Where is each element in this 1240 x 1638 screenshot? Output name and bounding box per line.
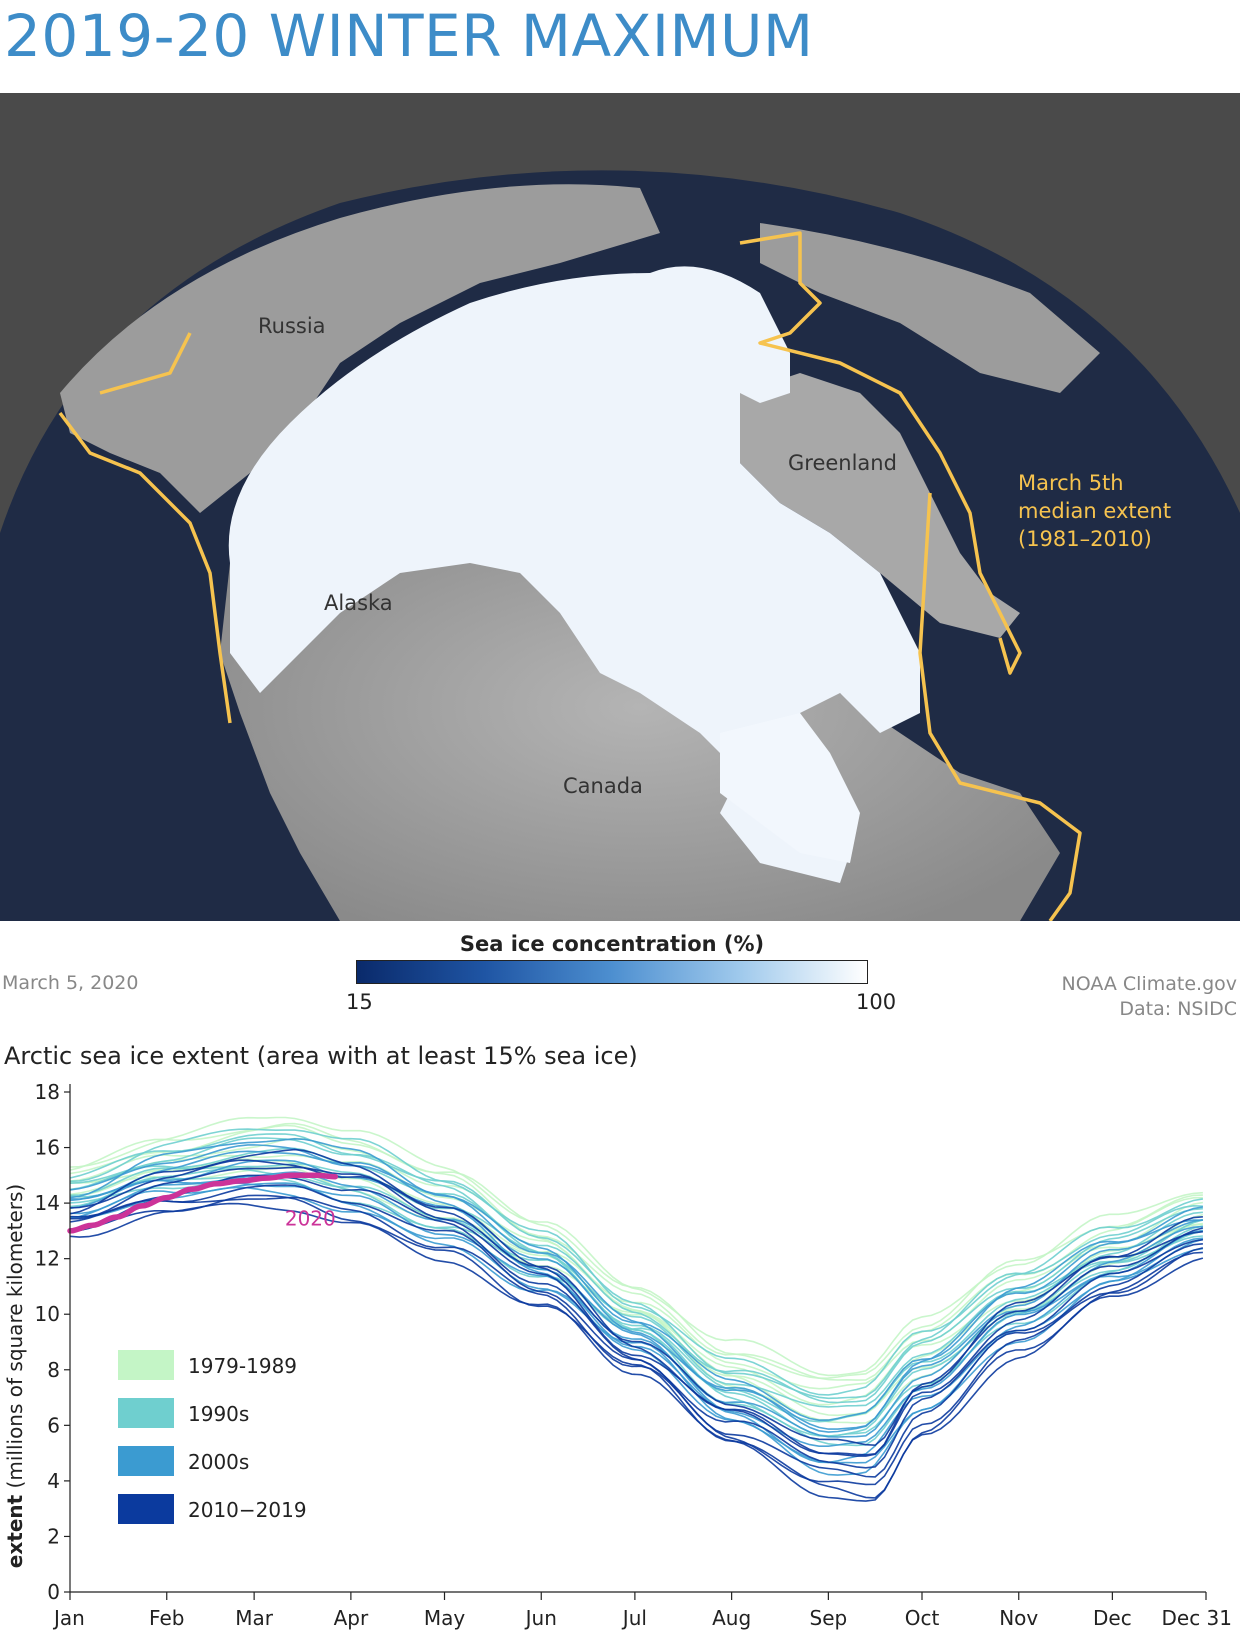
line-1990s-6 — [69, 1173, 1204, 1437]
arctic-map: Russia Greenland Alaska Canada March 5th… — [0, 93, 1240, 921]
y-axis-label-text: extent (millions of square kilometers) — [3, 1184, 27, 1568]
land-greenland — [740, 373, 1020, 638]
x-tick-label-Dec: Dec — [1093, 1606, 1132, 1630]
credit-block: NOAA Climate.gov Data: NSIDC — [1062, 972, 1237, 1022]
colorbar-max: 100 — [856, 990, 897, 1014]
credit-text: NOAA Climate.gov — [1061, 973, 1237, 995]
line-2010-2019-3 — [69, 1174, 1204, 1469]
line-2010-2019-1 — [69, 1196, 1204, 1486]
chart-title: Arctic sea ice extent (area with at leas… — [4, 1042, 638, 1070]
legend-label-1: 1990s — [188, 1402, 249, 1426]
x-tick-label-Sep: Sep — [810, 1606, 848, 1630]
x-tick-label-Jan: Jan — [52, 1606, 85, 1630]
legend: 1979-1989 1990s 2000s 2010−2019 — [118, 1350, 307, 1524]
y-tick-label-0: 0 — [47, 1580, 60, 1604]
median-label-line-2: median extent — [1018, 499, 1171, 523]
legend-swatch-1 — [118, 1398, 174, 1428]
line-1979-1989-5 — [69, 1116, 1203, 1377]
line-2010-2019-4 — [70, 1166, 1204, 1456]
x-tick-label-Apr: Apr — [334, 1606, 369, 1630]
line-1990s-2 — [69, 1162, 1204, 1423]
map-label-alaska: Alaska — [324, 591, 393, 615]
colorbar — [356, 960, 868, 984]
axes: 0 2 4 6 8 10 12 14 16 18 Jan Feb Mar Apr May Jun Jul Aug S… — [35, 1080, 1232, 1630]
series-2020: 2020 — [67, 1172, 339, 1234]
map-label-canada: Canada — [563, 774, 643, 798]
x-tick-label-Jun: Jun — [524, 1606, 557, 1630]
line-2020 — [67, 1172, 339, 1234]
line-2000s-7 — [69, 1144, 1203, 1430]
line-2000s-0 — [69, 1186, 1204, 1476]
legend-label-2: 2000s — [188, 1450, 249, 1474]
y-tick-label-2: 2 — [47, 1524, 60, 1548]
y-tick-label-12: 12 — [35, 1247, 60, 1271]
y-axis-label-bold: extent — [3, 1494, 27, 1568]
line-2000s-4 — [69, 1150, 1204, 1433]
decade-curves — [69, 1116, 1204, 1502]
line-2010-2019-7 — [69, 1159, 1203, 1457]
line-2010-2019-5 — [69, 1148, 1203, 1447]
x-tick-label-Dec-31: Dec 31 — [1161, 1606, 1232, 1630]
label-2020: 2020 — [285, 1206, 336, 1230]
data-source: Data: NSIDC — [1119, 998, 1237, 1020]
land-scandinavia — [760, 223, 1100, 393]
x-tick-label-Mar: Mar — [235, 1606, 274, 1630]
y-tick-label-4: 4 — [47, 1469, 60, 1493]
x-tick-label-Feb: Feb — [149, 1606, 184, 1630]
x-tick-label-Nov: Nov — [999, 1606, 1038, 1630]
y-tick-label-6: 6 — [47, 1413, 60, 1437]
line-1990s-1 — [69, 1167, 1204, 1437]
median-extent-line — [58, 231, 1082, 921]
line-1990s-5 — [69, 1128, 1204, 1396]
legend-label-0: 1979-1989 — [188, 1354, 297, 1378]
page-title: 2019-20 WINTER MAXIMUM — [4, 2, 814, 70]
x-tick-label-Aug: Aug — [712, 1606, 751, 1630]
y-tick-label-16: 16 — [35, 1136, 60, 1160]
median-label-line-1: March 5th — [1018, 471, 1124, 495]
x-tick-label-May: May — [424, 1606, 466, 1630]
line-1979-1989-7 — [69, 1122, 1203, 1380]
map-date: March 5, 2020 — [2, 972, 139, 994]
legend-swatch-3 — [118, 1494, 174, 1524]
line-1990s-7 — [69, 1133, 1203, 1400]
line-2010-2019-6 — [69, 1194, 1203, 1499]
map-label-greenland: Greenland — [788, 451, 897, 475]
y-tick-label-18: 18 — [35, 1080, 60, 1104]
extent-chart: Arctic sea ice extent (area with at leas… — [3, 1042, 1232, 1630]
y-tick-label-10: 10 — [35, 1302, 60, 1326]
legend-swatch-0 — [118, 1350, 174, 1380]
median-label-line-3: (1981–2010) — [1018, 527, 1152, 551]
x-tick-label-Oct: Oct — [905, 1606, 940, 1630]
legend-label-3: 2010−2019 — [188, 1498, 307, 1522]
x-tick-label-Jul: Jul — [621, 1606, 647, 1630]
hudson-bay-ice — [720, 713, 860, 863]
line-2010-2019-0 — [69, 1202, 1204, 1502]
map-label-russia: Russia — [258, 314, 326, 338]
y-tick-label-8: 8 — [47, 1358, 60, 1382]
y-axis-label: extent (millions of square kilometers) — [3, 1184, 27, 1568]
colorbar-min: 15 — [346, 990, 373, 1014]
y-axis-label-rest: (millions of square kilometers) — [3, 1184, 27, 1495]
y-tick-label-14: 14 — [35, 1191, 60, 1215]
colorbar-title: Sea ice concentration (%) — [459, 932, 765, 956]
legend-swatch-2 — [118, 1446, 174, 1476]
land-eurasia — [60, 184, 660, 513]
